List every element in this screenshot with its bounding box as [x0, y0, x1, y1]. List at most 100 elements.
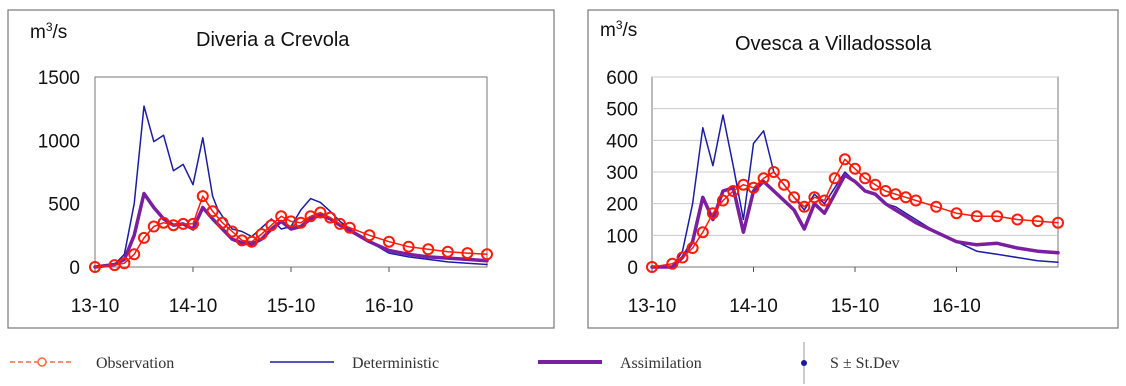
chart-diveria-a-crevola: m3/s Diveria a Crevola 0 500 1000 1500 13-10… — [7, 9, 555, 329]
observation-point — [798, 200, 811, 213]
y-tick-label: 1500 — [38, 68, 80, 89]
observation-point — [991, 210, 1004, 223]
y-tick-label: 600 — [606, 68, 638, 89]
observation-point — [255, 228, 268, 241]
legend-label: Deterministic — [352, 355, 439, 372]
x-tick-label: 15-10 — [831, 296, 880, 317]
legend-label: Assimilation — [620, 355, 702, 372]
x-tick-label: 16-10 — [932, 296, 981, 317]
legend-label: Observation — [96, 355, 174, 372]
observation-point — [216, 216, 229, 229]
observation-point — [441, 245, 454, 258]
observation-point — [757, 172, 770, 185]
observation-point — [696, 226, 709, 239]
observation-point — [1031, 215, 1044, 228]
observation-point — [666, 257, 679, 270]
observation-point — [869, 178, 882, 191]
observation-point — [859, 172, 872, 185]
legend-item-stdev: S ± St.Dev — [801, 342, 900, 384]
observation-point — [646, 261, 658, 273]
observation-point — [686, 242, 699, 254]
observation-point — [334, 217, 346, 230]
y-tick-label: 0 — [69, 258, 80, 279]
plot-area: 0 100 200 300 400 500 600 13-10 14-10 15-10 16-10 — [606, 68, 1064, 317]
observation-point — [950, 207, 963, 220]
observation-point — [818, 194, 831, 207]
x-tick-label: 13-10 — [71, 296, 120, 317]
legend-observation-marker — [37, 357, 47, 367]
observation-point — [304, 210, 317, 223]
plot-frame — [94, 76, 488, 268]
observation-point — [727, 185, 740, 197]
y-tick-label: 1000 — [38, 131, 80, 152]
observation-point — [343, 221, 356, 234]
observation-point — [118, 257, 131, 270]
observation-point — [265, 219, 278, 232]
x-tick-label: 14-10 — [169, 296, 218, 317]
observation-point — [363, 229, 376, 242]
y-tick-label: 200 — [606, 195, 638, 216]
observation-point — [422, 243, 435, 256]
observation-point — [461, 247, 474, 260]
observation-point — [402, 240, 415, 253]
observation-point — [314, 206, 327, 219]
observation-point — [128, 248, 141, 261]
observation-point — [1052, 216, 1064, 229]
x-tick-label: 13-10 — [628, 296, 677, 317]
observation-point — [909, 194, 922, 207]
observation-point — [147, 220, 160, 233]
x-tick-label: 15-10 — [267, 296, 316, 317]
observation-point — [206, 205, 219, 218]
y-tick-label: 300 — [606, 163, 638, 184]
observation-point — [778, 178, 790, 191]
legend-stdev-marker — [801, 360, 807, 366]
legend-item-deterministic: Deterministic — [270, 355, 439, 372]
legend-item-assimilation: Assimilation — [538, 355, 702, 372]
observation-point — [767, 166, 780, 178]
observation-point — [788, 191, 801, 204]
observation-point — [828, 172, 841, 185]
observation-point — [930, 200, 943, 213]
observation-point — [226, 225, 239, 238]
observation-point — [275, 210, 288, 223]
y-tick-label: 100 — [606, 226, 638, 247]
observation-point — [849, 162, 861, 175]
observation-point — [196, 190, 209, 203]
x-tick-label: 16-10 — [365, 296, 414, 317]
observation-point — [324, 211, 337, 224]
observation-point — [187, 217, 199, 230]
observation-point — [838, 153, 851, 166]
y-tick-label: 500 — [48, 195, 80, 216]
legend-label: S ± St.Dev — [830, 355, 900, 372]
y-tick-label: 0 — [627, 258, 638, 279]
observation-point — [747, 181, 760, 194]
observation-point — [383, 235, 395, 248]
chart-ovesca-a-villadossola: m3/s Ovesca a Villadossola 0 100 200 300 400… — [587, 9, 1119, 329]
legend-item-observation: Observation — [10, 355, 174, 372]
observation-point — [899, 191, 912, 204]
observation-point — [138, 231, 150, 244]
y-tick-label: 400 — [606, 131, 638, 152]
chart-title: Diveria a Crevola — [196, 29, 350, 51]
plot-area: 0 500 1000 1500 13-10 14-10 15-10 16-10 — [38, 68, 493, 317]
observation-point — [676, 251, 689, 264]
observation-point — [245, 235, 258, 248]
observation-point — [889, 188, 902, 201]
chart-title: Ovesca a Villadossola — [735, 33, 932, 55]
series-line-observation — [94, 195, 488, 268]
legend: Observation Deterministic Assimilation S… — [10, 342, 900, 384]
observation-point — [481, 248, 493, 261]
y-axis-label: m3/s — [30, 20, 67, 43]
observation-point — [808, 191, 821, 204]
observation-point — [1011, 213, 1024, 226]
observation-point — [879, 185, 892, 197]
observation-point — [294, 216, 307, 229]
observation-point — [717, 194, 729, 207]
x-tick-label: 14-10 — [729, 296, 778, 317]
y-axis-label: m3/s — [600, 18, 637, 41]
y-tick-label: 500 — [606, 100, 638, 121]
observation-point — [706, 207, 719, 220]
observation-point — [970, 210, 983, 223]
observation-point — [89, 261, 101, 273]
